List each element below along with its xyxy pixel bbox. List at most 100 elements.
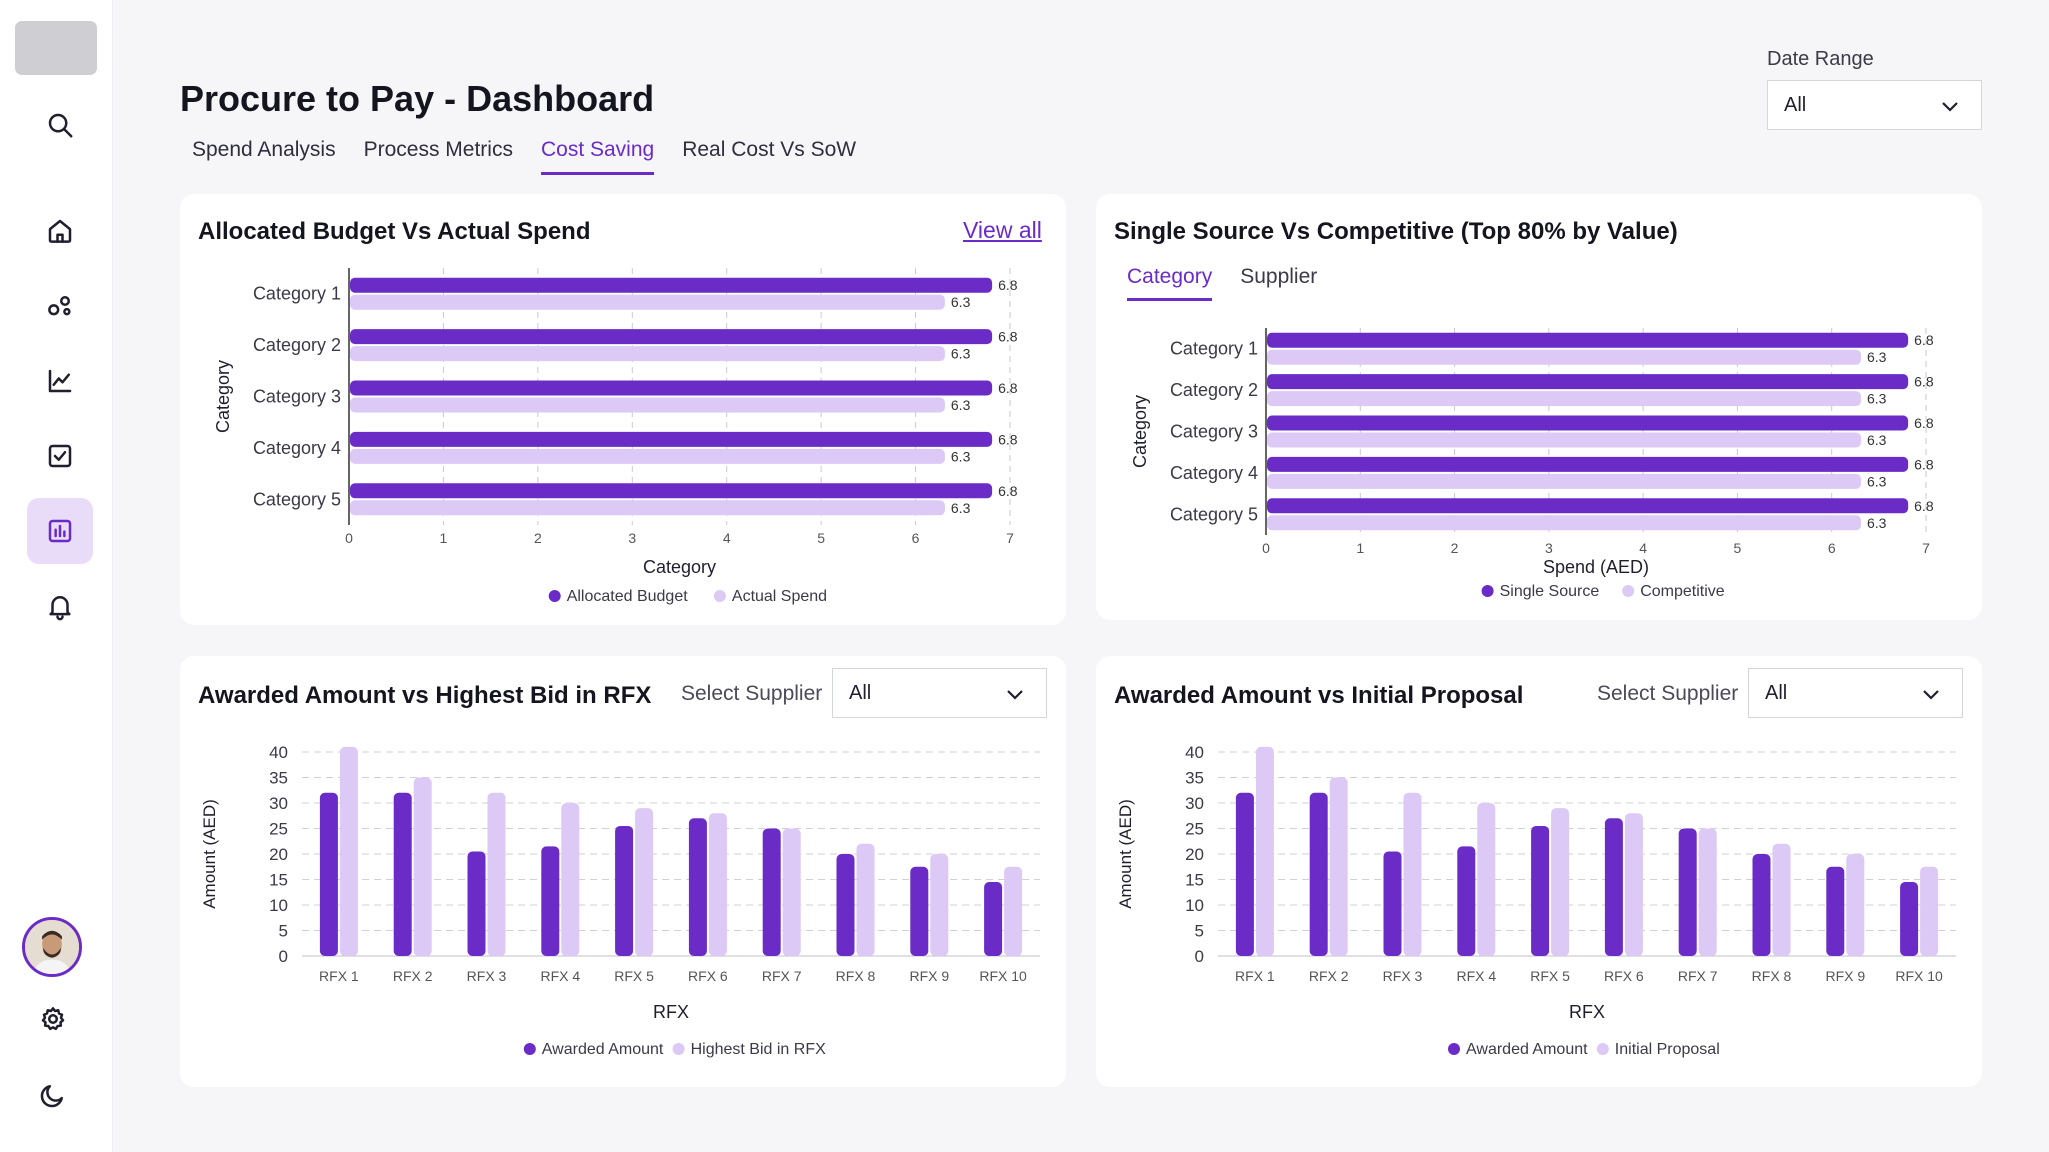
x-tick-label: 5 bbox=[817, 530, 825, 546]
x-tick-label: RFX 9 bbox=[1825, 968, 1865, 984]
legend-marker bbox=[523, 1043, 536, 1055]
bar-chart-icon bbox=[48, 519, 72, 543]
tab-real-cost-vs-sow[interactable]: Real Cost Vs SoW bbox=[682, 138, 857, 161]
bar-competitive bbox=[1267, 432, 1861, 448]
bar-highest-bid-in-rfx bbox=[782, 828, 801, 956]
x-tick-label: 2 bbox=[534, 530, 542, 546]
date-range-label: Date Range bbox=[1767, 48, 1874, 70]
x-tick-label: RFX 3 bbox=[467, 968, 507, 984]
data-label: 6.3 bbox=[1867, 432, 1887, 448]
y-axis-title: Category bbox=[213, 360, 233, 433]
search-button[interactable] bbox=[27, 92, 93, 158]
tab-spend-analysis[interactable]: Spend Analysis bbox=[192, 138, 336, 161]
x-tick-label: RFX 2 bbox=[1309, 968, 1349, 984]
data-label: 6.3 bbox=[1867, 515, 1887, 531]
bar-highest-bid-in-rfx bbox=[856, 843, 875, 956]
y-tick-label: 0 bbox=[279, 947, 288, 966]
bar-actual-spend bbox=[350, 397, 945, 413]
bar-initial-proposal bbox=[1846, 854, 1865, 956]
legend-label: Competitive bbox=[1640, 583, 1725, 600]
y-tick-label: Category 5 bbox=[253, 489, 341, 509]
logo-placeholder bbox=[15, 21, 97, 75]
data-label: 6.8 bbox=[1914, 415, 1934, 431]
supplier-select[interactable]: All bbox=[1748, 668, 1963, 718]
data-label: 6.8 bbox=[998, 431, 1018, 447]
y-tick-label: 40 bbox=[1185, 743, 1204, 762]
sidebar-item-tasks[interactable] bbox=[27, 423, 93, 489]
bar-awarded-amount bbox=[1604, 818, 1623, 956]
x-tick-label: 7 bbox=[1006, 530, 1014, 546]
y-axis-title: Amount (AED) bbox=[1116, 799, 1135, 909]
x-tick-label: RFX 5 bbox=[614, 968, 654, 984]
bar-highest-bid-in-rfx bbox=[339, 746, 358, 956]
bar-awarded-amount bbox=[1678, 828, 1697, 956]
tab-process-metrics[interactable]: Process Metrics bbox=[363, 138, 513, 161]
y-tick-label: 5 bbox=[1195, 922, 1204, 941]
bar-allocated-budget bbox=[350, 431, 993, 447]
subtab-category[interactable]: Category bbox=[1127, 265, 1213, 301]
card-budget-vs-spend: Allocated Budget Vs Actual Spend View al… bbox=[180, 194, 1066, 625]
date-range-select[interactable]: All bbox=[1767, 80, 1982, 130]
subtab-supplier[interactable]: Supplier bbox=[1240, 265, 1318, 288]
x-tick-label: RFX 4 bbox=[540, 968, 580, 984]
x-tick-label: RFX 10 bbox=[979, 968, 1027, 984]
y-tick-label: 10 bbox=[269, 896, 288, 915]
home-icon bbox=[48, 219, 72, 243]
legend-label: Awarded Amount bbox=[1466, 1041, 1588, 1058]
bar-highest-bid-in-rfx bbox=[561, 803, 580, 956]
checkbox-icon bbox=[48, 444, 72, 468]
settings-button[interactable] bbox=[20, 986, 86, 1052]
data-label: 6.8 bbox=[998, 277, 1018, 293]
card-title: Allocated Budget Vs Actual Spend bbox=[198, 218, 591, 245]
x-axis-title: RFX bbox=[653, 1002, 689, 1022]
y-tick-label: 40 bbox=[269, 743, 288, 762]
x-tick-label: 5 bbox=[1734, 540, 1742, 556]
bar-awarded-amount bbox=[984, 882, 1003, 956]
bar-single-source bbox=[1267, 332, 1909, 348]
gear-icon bbox=[41, 1007, 65, 1031]
x-tick-label: RFX 8 bbox=[1752, 968, 1792, 984]
tab-cost-saving[interactable]: Cost Saving bbox=[540, 138, 655, 175]
theme-toggle[interactable] bbox=[20, 1062, 86, 1128]
x-tick-label: 0 bbox=[345, 530, 353, 546]
supplier-select-value: All bbox=[849, 681, 872, 704]
data-label: 6.3 bbox=[951, 346, 971, 362]
legend-marker bbox=[1448, 1043, 1460, 1055]
legend-marker bbox=[1622, 585, 1635, 597]
data-label: 6.3 bbox=[1867, 473, 1887, 489]
bar-initial-proposal bbox=[1920, 866, 1939, 956]
moon-icon bbox=[40, 1085, 63, 1108]
highest-bid-bar-chart: 0 5 10 15 20 25 30 35 40 RFX 1 RFX 2 RFX 3 RFX 4 RFX … bbox=[200, 743, 1040, 1058]
supplier-select-value: All bbox=[1765, 681, 1788, 704]
avatar[interactable] bbox=[22, 917, 82, 977]
view-all-link[interactable]: View all bbox=[963, 217, 1042, 243]
bar-awarded-amount bbox=[836, 854, 855, 956]
bar-single-source bbox=[1267, 498, 1909, 514]
network-icon bbox=[48, 296, 71, 316]
main-tabs: Spend Analysis Process Metrics Cost Savi… bbox=[192, 138, 884, 175]
bar-actual-spend bbox=[350, 500, 945, 516]
x-tick-label: 1 bbox=[440, 530, 448, 546]
single-source-tabs: Category Supplier bbox=[1127, 265, 1345, 301]
bar-initial-proposal bbox=[1477, 803, 1496, 956]
x-tick-label: 4 bbox=[723, 530, 731, 546]
bar-highest-bid-in-rfx bbox=[487, 792, 506, 956]
x-tick-label: RFX 6 bbox=[688, 968, 728, 984]
bar-initial-proposal bbox=[1551, 808, 1570, 956]
bar-awarded-amount bbox=[1383, 851, 1402, 956]
sidebar-item-reports[interactable] bbox=[27, 498, 93, 564]
y-tick-label: Category 4 bbox=[253, 438, 341, 458]
bar-actual-spend bbox=[350, 294, 945, 310]
sidebar-item-analytics[interactable] bbox=[27, 348, 93, 414]
x-tick-label: 3 bbox=[628, 530, 636, 546]
legend-label: Allocated Budget bbox=[567, 588, 689, 605]
y-tick-label: Category 2 bbox=[253, 335, 341, 355]
y-tick-label: 0 bbox=[1195, 947, 1204, 966]
sidebar-item-home[interactable] bbox=[27, 198, 93, 264]
sidebar-item-network[interactable] bbox=[27, 273, 93, 339]
x-tick-label: RFX 5 bbox=[1530, 968, 1570, 984]
y-tick-label: 35 bbox=[269, 769, 288, 788]
x-axis-title: Spend (AED) bbox=[1543, 557, 1649, 577]
supplier-select[interactable]: All bbox=[832, 668, 1047, 718]
sidebar-item-notifications[interactable] bbox=[27, 573, 93, 639]
